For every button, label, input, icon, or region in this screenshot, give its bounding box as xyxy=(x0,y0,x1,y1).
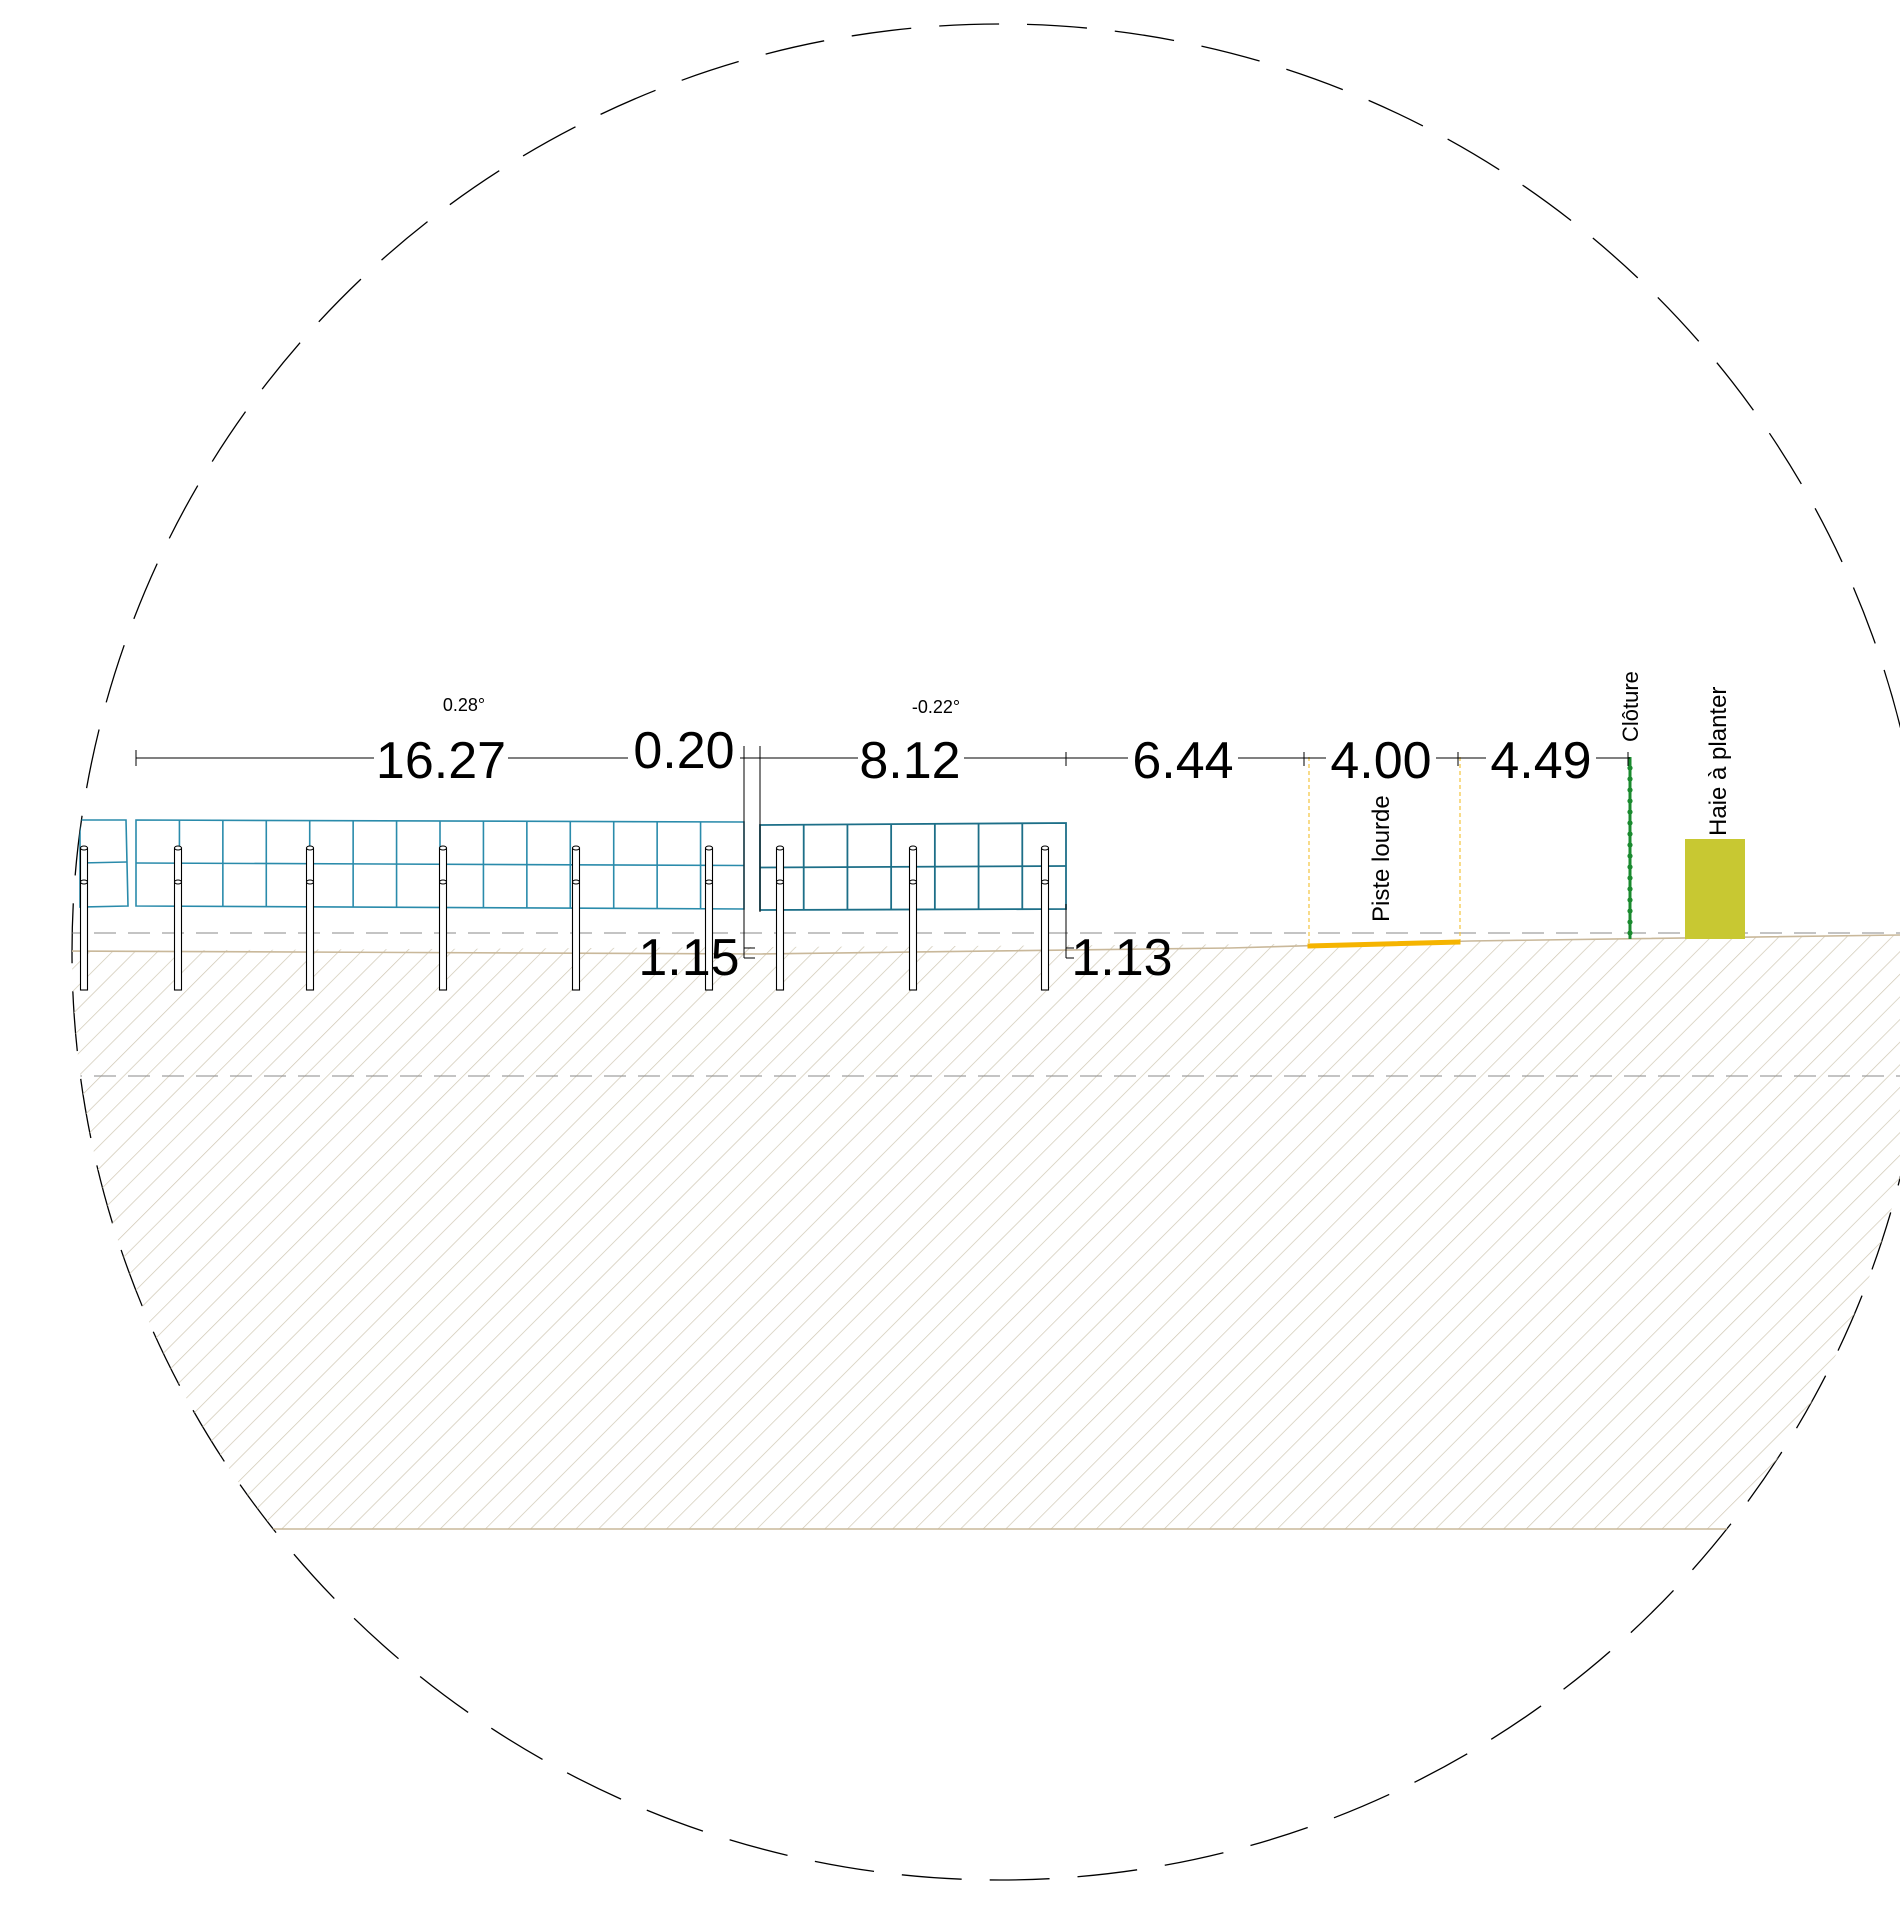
pile-shaft xyxy=(81,848,88,990)
fence xyxy=(1627,757,1632,939)
dim-row-to-track: 6.44 xyxy=(1132,732,1233,790)
fence-mesh-dot xyxy=(1627,919,1632,924)
pile-top xyxy=(910,846,917,850)
pile-shaft xyxy=(573,848,580,990)
dim-row2-low-edge-height: 1.13 xyxy=(1071,929,1172,987)
fence-mesh-dot xyxy=(1627,831,1632,836)
fence-mesh-dot xyxy=(1627,842,1632,847)
pile-shaft xyxy=(307,848,314,990)
support-pile xyxy=(910,846,917,990)
pile-top xyxy=(706,846,713,850)
fence-mesh-dot xyxy=(1627,787,1632,792)
pile-shaft xyxy=(910,848,917,990)
fence-mesh-dot xyxy=(1627,897,1632,902)
fence-mesh-dot xyxy=(1627,765,1632,770)
pile-top xyxy=(1042,846,1049,850)
support-pile xyxy=(440,846,447,990)
label-fence: Clôture xyxy=(1618,671,1643,742)
dim-gap-between-rows: 0.20 xyxy=(633,722,734,780)
pile-top xyxy=(440,846,447,850)
pile-top xyxy=(307,846,314,850)
fence-mesh-dot xyxy=(1627,776,1632,781)
fence-mesh-dot xyxy=(1627,930,1632,935)
fence-mesh-dot xyxy=(1627,798,1632,803)
dim-track-width: 4.00 xyxy=(1330,732,1431,790)
pile-shaft xyxy=(777,848,784,990)
angle-row2: -0.22° xyxy=(912,697,960,717)
fence-mesh-dot xyxy=(1627,809,1632,814)
hedge-block xyxy=(1685,839,1745,939)
ground-soil-hatch xyxy=(60,935,1900,1529)
fence-mesh-dot xyxy=(1627,908,1632,913)
pile-shaft xyxy=(440,848,447,990)
support-pile xyxy=(81,846,88,990)
support-pile xyxy=(1042,846,1049,990)
pile-top xyxy=(81,846,88,850)
angle-row1: 0.28° xyxy=(443,695,485,715)
support-pile xyxy=(175,846,182,990)
fence-mesh-dot xyxy=(1627,853,1632,858)
fence-mesh-dot xyxy=(1627,886,1632,891)
pile-top xyxy=(573,846,580,850)
support-pile xyxy=(777,846,784,990)
dim-row1-width: 16.27 xyxy=(376,732,506,790)
pile-top xyxy=(175,846,182,850)
pile-shaft xyxy=(175,848,182,990)
dim-row1-low-edge-height: 1.15 xyxy=(638,929,739,987)
label-hedge: Haie à planter xyxy=(1705,687,1732,836)
dim-track-to-fence: 4.49 xyxy=(1490,732,1591,790)
support-pile xyxy=(307,846,314,990)
label-heavy-track: Piste lourde xyxy=(1368,795,1395,922)
support-pile xyxy=(573,846,580,990)
pile-top xyxy=(777,846,784,850)
dim-row2-width: 8.12 xyxy=(859,732,960,790)
fence-mesh-dot xyxy=(1627,820,1632,825)
fence-mesh-dot xyxy=(1627,875,1632,880)
fence-mesh-dot xyxy=(1627,864,1632,869)
pile-shaft xyxy=(1042,848,1049,990)
